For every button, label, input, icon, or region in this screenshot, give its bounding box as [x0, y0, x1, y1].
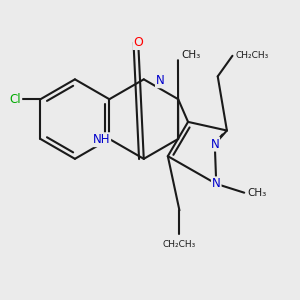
Text: CH₃: CH₃ [247, 188, 266, 198]
Text: N: N [212, 177, 220, 190]
Text: CH₂CH₃: CH₂CH₃ [236, 51, 268, 60]
Text: N: N [210, 138, 219, 151]
Text: NH: NH [93, 133, 110, 146]
Text: CH₃: CH₃ [181, 50, 200, 60]
Text: N: N [156, 74, 165, 87]
Text: CH₂CH₃: CH₂CH₃ [163, 240, 196, 249]
Text: Cl: Cl [10, 93, 21, 106]
Text: O: O [133, 36, 143, 49]
